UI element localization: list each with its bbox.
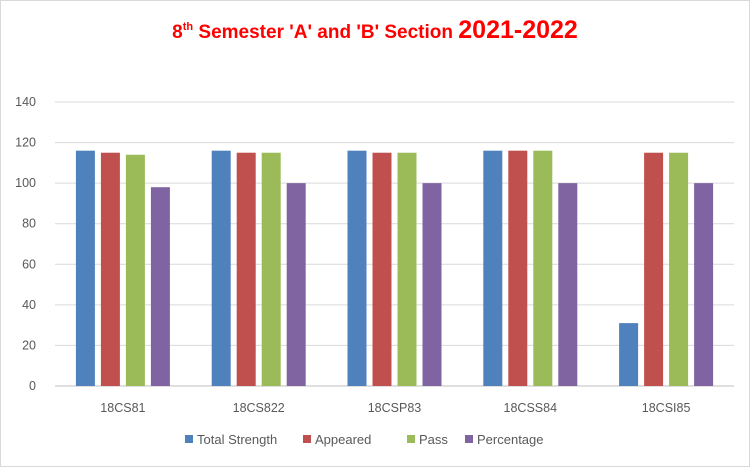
- legend-label: Appeared: [315, 432, 371, 447]
- bar-total-strength: [211, 150, 231, 386]
- bar-percentage: [286, 183, 306, 386]
- bar-appeared: [236, 152, 256, 386]
- bar-total-strength: [483, 150, 503, 386]
- bar-pass: [669, 152, 689, 386]
- bar-total-strength: [75, 150, 95, 386]
- x-tick-label: 18CSS84: [504, 401, 558, 415]
- x-axis-ticks: 18CS81 18CS822 18CSP83 18CSS84 18CSI85: [100, 401, 690, 415]
- y-tick-label: 40: [22, 298, 36, 312]
- bar-pass: [125, 154, 145, 386]
- bar-appeared: [644, 152, 664, 386]
- bar-appeared: [372, 152, 392, 386]
- chart-title: 8th Semester 'A' and 'B' Section 2021-20…: [0, 16, 750, 45]
- bar-appeared: [508, 150, 528, 386]
- legend-swatch: [185, 435, 193, 443]
- y-tick-label: 0: [29, 379, 36, 393]
- bar-appeared: [100, 152, 120, 386]
- legend-label: Percentage: [477, 432, 544, 447]
- chart-title-main: Semester 'A' and 'B' Section: [193, 22, 459, 43]
- legend-swatch: [407, 435, 415, 443]
- legend: Total Strength Appeared Pass Percentage: [185, 432, 544, 447]
- y-tick-label: 140: [15, 95, 36, 109]
- bar-pass: [397, 152, 417, 386]
- legend-swatch: [465, 435, 473, 443]
- bar-pass: [533, 150, 553, 386]
- chart-title-prefix: 8: [172, 22, 183, 43]
- x-tick-label: 18CSP83: [368, 401, 422, 415]
- bar-percentage: [150, 187, 170, 386]
- chart-title-year: 2021-2022: [458, 16, 578, 44]
- y-tick-label: 120: [15, 136, 36, 150]
- bar-total-strength: [619, 323, 639, 386]
- legend-swatch: [303, 435, 311, 443]
- x-tick-label: 18CS822: [233, 401, 285, 415]
- x-tick-label: 18CS81: [100, 401, 145, 415]
- y-tick-label: 100: [15, 176, 36, 190]
- x-tick-label: 18CSI85: [642, 401, 691, 415]
- legend-label: Pass: [419, 432, 448, 447]
- bar-percentage: [694, 183, 714, 386]
- y-tick-label: 80: [22, 217, 36, 231]
- bars: [75, 150, 714, 386]
- bar-percentage: [558, 183, 578, 386]
- bar-percentage: [422, 183, 442, 386]
- y-tick-label: 20: [22, 338, 36, 352]
- bar-total-strength: [347, 150, 367, 386]
- chart-title-superscript: th: [182, 21, 194, 33]
- bar-pass: [261, 152, 281, 386]
- y-tick-label: 60: [22, 257, 36, 271]
- y-axis-ticks: 0 20 40 60 80 100 120 140: [15, 95, 36, 393]
- legend-label: Total Strength: [197, 432, 277, 447]
